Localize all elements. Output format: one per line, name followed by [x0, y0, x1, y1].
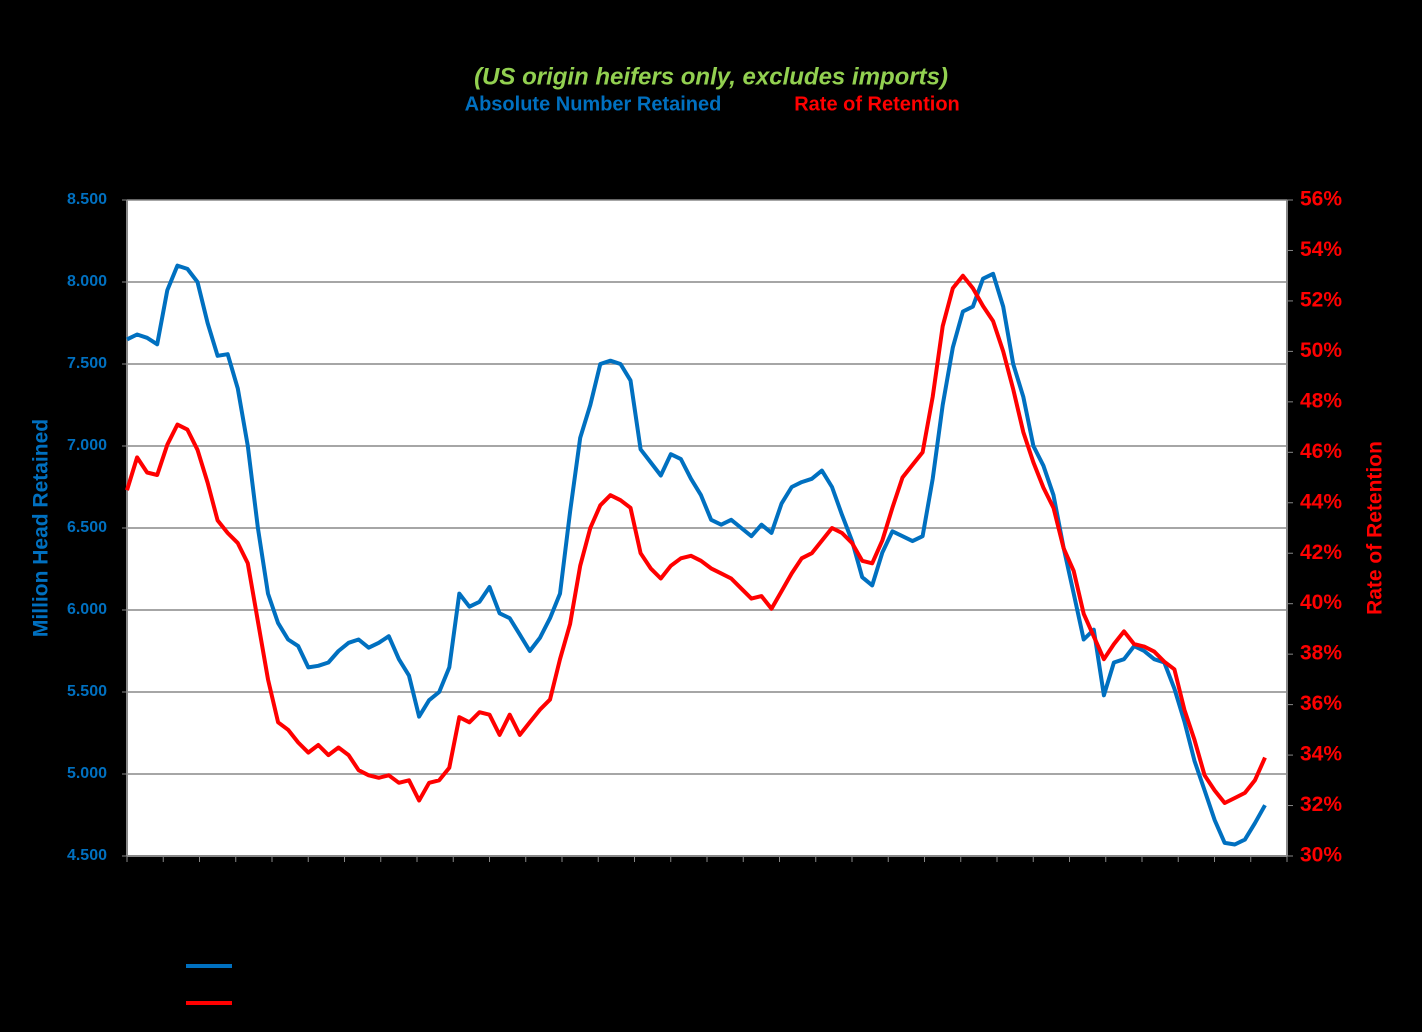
y2-tick-label: 40%	[1300, 591, 1342, 614]
y2-tick-label: 50%	[1300, 339, 1342, 362]
legend-label: Absolute Number Retained	[465, 93, 722, 115]
y-tick-label: 6.000	[67, 601, 107, 618]
y-tick-label: 7.000	[67, 437, 107, 454]
y-axis-title: Million Head Retained	[30, 419, 53, 637]
y2-tick-label: 52%	[1300, 288, 1342, 311]
y-tick-label: 5.000	[67, 765, 107, 782]
y2-tick-label: 54%	[1300, 238, 1342, 261]
y2-tick-label: 36%	[1300, 692, 1342, 715]
y2-tick-label: 48%	[1300, 389, 1342, 412]
y2-tick-label: 30%	[1300, 844, 1342, 867]
y2-tick-label: 38%	[1300, 642, 1342, 665]
series-line	[125, 273, 1267, 805]
legend-label: Rate of Retention	[794, 93, 960, 115]
y-tick-label: 6.500	[67, 519, 107, 536]
y2-tick-label: 56%	[1300, 188, 1342, 211]
y-tick-label: 4.500	[67, 847, 107, 864]
y2-tick-label: 46%	[1300, 440, 1342, 463]
y-tick-label: 8.500	[67, 191, 107, 208]
y-tick-label: 7.500	[67, 355, 107, 372]
y2-tick-label: 44%	[1300, 490, 1342, 513]
y2-axis-title: Rate of Retention	[1364, 441, 1387, 615]
y-tick-label: 8.000	[67, 273, 107, 290]
chart-title: (US origin heifers only, excludes import…	[474, 63, 948, 90]
y2-tick-label: 42%	[1300, 541, 1342, 564]
y2-tick-label: 34%	[1300, 743, 1342, 766]
series-line	[126, 263, 1267, 847]
y2-tick-label: 32%	[1300, 793, 1342, 816]
y-tick-label: 5.500	[67, 683, 107, 700]
